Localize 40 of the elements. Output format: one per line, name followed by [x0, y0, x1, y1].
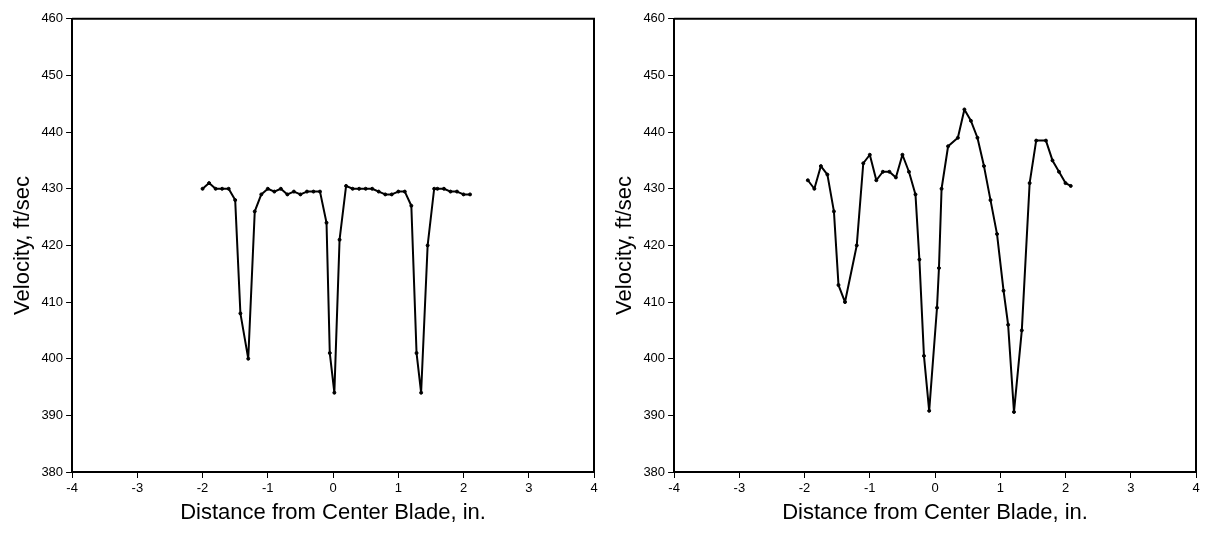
y-tick-label: 390: [643, 406, 666, 422]
y-tick-label: 420: [643, 236, 666, 252]
y-axis-title: Velocity, ft/sec: [611, 175, 637, 315]
x-tick-label: -1: [864, 480, 876, 496]
x-tick-label: 0: [329, 480, 337, 496]
y-tick-label: 420: [41, 236, 64, 252]
x-tick-label: 3: [525, 480, 533, 496]
x-tick-label: 1: [394, 480, 402, 496]
y-tick-label: 450: [643, 67, 666, 83]
x-tick-label: 0: [931, 480, 939, 496]
y-tick-label: 440: [643, 123, 666, 139]
x-tick-label: -4: [668, 480, 680, 496]
x-axis-title: Distance from Center Blade, in.: [782, 498, 1088, 524]
y-tick-label: 460: [41, 10, 64, 26]
x-tick-label: -4: [66, 480, 78, 496]
y-tick-label: 390: [41, 406, 64, 422]
x-tick-label: 3: [1127, 480, 1135, 496]
x-tick-label: 4: [590, 480, 598, 496]
x-tick-label: -1: [262, 480, 274, 496]
y-tick-label: 440: [41, 123, 64, 139]
x-tick-label: 2: [1061, 480, 1070, 496]
x-tick-label: -3: [733, 480, 746, 496]
y-tick-label: 450: [41, 67, 64, 83]
x-axis-title: Distance from Center Blade, in.: [180, 498, 486, 524]
y-axis-title: Velocity, ft/sec: [9, 175, 35, 315]
x-tick-label: -3: [131, 480, 144, 496]
y-tick-label: 410: [643, 293, 666, 309]
y-tick-label: 400: [643, 350, 666, 366]
x-tick-label: 4: [1192, 480, 1200, 496]
x-tick-label: -2: [196, 480, 209, 496]
x-tick-label: 2: [459, 480, 468, 496]
y-tick-label: 430: [643, 180, 666, 196]
y-tick-label: 380: [41, 463, 64, 479]
y-tick-label: 380: [643, 463, 666, 479]
y-tick-label: 430: [41, 180, 64, 196]
y-tick-label: 460: [643, 10, 666, 26]
y-tick-label: 410: [41, 293, 64, 309]
x-tick-label: 1: [996, 480, 1004, 496]
y-tick-label: 400: [41, 350, 64, 366]
x-tick-label: -2: [798, 480, 811, 496]
